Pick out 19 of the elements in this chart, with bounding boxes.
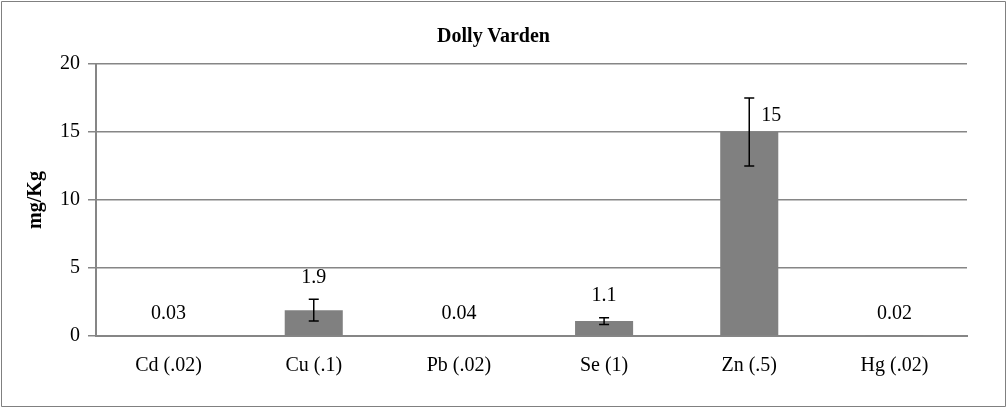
- x-tick-label: Hg (.02): [860, 353, 929, 377]
- x-tick-label: Cu (.1): [285, 353, 343, 377]
- data-label: 0.03: [151, 300, 187, 323]
- data-label: 1.1: [591, 282, 617, 305]
- y-tick-label: 0: [70, 323, 80, 346]
- data-label: 15: [761, 103, 782, 126]
- y-axis-title: mg/Kg: [23, 171, 47, 229]
- x-tick-label: Zn (.5): [721, 353, 778, 377]
- x-tick-label: Cd (.02): [135, 353, 202, 377]
- y-tick-label: 15: [60, 119, 80, 142]
- data-label: 1.9: [301, 264, 327, 287]
- x-tick-label: Se (1): [579, 353, 629, 377]
- y-tick-label: 5: [70, 255, 80, 278]
- y-tick-label: 10: [60, 187, 80, 210]
- chart-title: Dolly Varden: [437, 24, 550, 48]
- y-tick-label: 20: [60, 51, 80, 74]
- x-tick-label: Pb (.02): [426, 353, 492, 377]
- data-label: 0.02: [876, 300, 912, 323]
- data-label: 0.04: [441, 300, 477, 323]
